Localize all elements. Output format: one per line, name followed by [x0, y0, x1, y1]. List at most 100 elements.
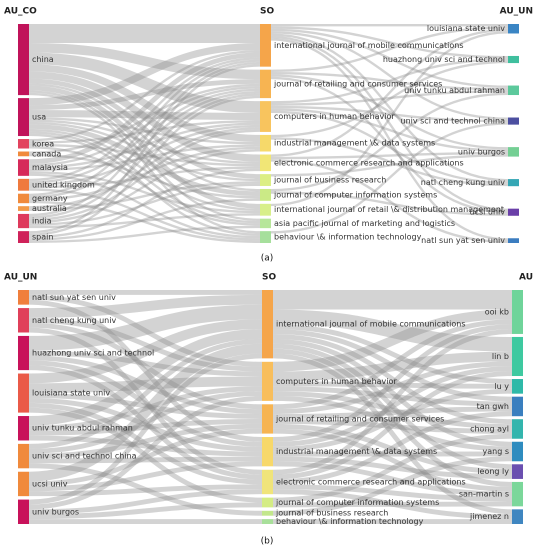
flow-link	[28, 146, 261, 201]
node	[260, 154, 271, 172]
node-label: huazhong univ sci and technol	[32, 349, 154, 358]
flow-link	[272, 319, 513, 410]
node	[512, 379, 523, 394]
node	[18, 193, 29, 204]
node	[262, 290, 273, 359]
flow-link	[28, 91, 261, 199]
flow-link	[270, 92, 509, 192]
node-label: univ tunku abdul rahman	[32, 424, 133, 433]
node-label: korea	[32, 139, 54, 148]
flow-link	[270, 154, 509, 177]
node	[260, 101, 271, 132]
flow-link	[28, 423, 263, 459]
node-label: ucsi univ	[470, 208, 506, 217]
flow-link	[28, 122, 261, 169]
node-label: electronic commerce research and applica…	[276, 477, 466, 486]
flow-link	[270, 33, 509, 182]
flow-link	[28, 83, 261, 154]
flow-link	[28, 109, 261, 121]
node	[18, 159, 29, 176]
flow-link	[28, 57, 261, 182]
flow-link	[272, 366, 513, 447]
node-label: asia pacific journal of marketing and lo…	[274, 219, 455, 228]
node-label: huazhong univ sci and technol	[383, 55, 505, 64]
node	[260, 174, 271, 186]
node	[260, 218, 271, 229]
flow-link	[272, 388, 513, 452]
node	[512, 290, 523, 334]
node-label: univ burgos	[32, 507, 79, 516]
flow-link	[272, 333, 513, 425]
node	[18, 151, 29, 157]
flow-link	[28, 128, 261, 211]
flow-link	[28, 360, 263, 447]
flow-link	[28, 435, 263, 457]
panel-label: (a)	[261, 254, 274, 264]
node-label: journal of computer information systems	[275, 498, 439, 507]
node	[18, 178, 29, 191]
flow-link	[272, 324, 513, 384]
flow-link	[272, 309, 513, 372]
flow-link	[28, 402, 263, 485]
node-label: leong ly	[477, 467, 509, 476]
node-label: san-martin s	[459, 490, 509, 499]
flow-link	[28, 171, 261, 214]
node	[260, 24, 271, 67]
column-title: SO	[262, 273, 276, 283]
flow-link	[28, 397, 263, 452]
flow-link	[272, 395, 513, 452]
flow-link	[28, 52, 261, 113]
flow-link	[28, 50, 261, 142]
flow-link	[28, 376, 263, 394]
node	[508, 238, 519, 243]
node	[512, 464, 523, 479]
panel-label: (b)	[261, 537, 274, 547]
node-label: lin b	[492, 352, 509, 361]
flow-link	[270, 58, 509, 104]
flow-link	[272, 411, 513, 485]
node	[260, 231, 271, 243]
flow-link	[28, 343, 263, 482]
flow-link	[270, 74, 509, 150]
flow-link	[272, 351, 513, 382]
flow-link	[28, 119, 261, 165]
flow-link	[28, 92, 261, 234]
flow-link	[28, 393, 263, 419]
flow-link	[28, 456, 263, 464]
node	[18, 206, 29, 211]
node-label: journal of computer information systems	[273, 190, 437, 199]
node-label: ucsi univ	[32, 479, 68, 488]
flow-link	[28, 200, 261, 244]
flow-link	[272, 418, 513, 434]
flow-link	[270, 72, 509, 91]
flow-link	[28, 181, 261, 211]
node-label: natl sun yat sen univ	[421, 236, 505, 245]
node-label: spain	[32, 233, 53, 242]
flow-link	[272, 428, 513, 492]
node	[512, 441, 523, 462]
node-label: india	[32, 217, 52, 226]
node-label: natl sun yat sen univ	[32, 293, 116, 302]
node-label: electronic commerce research and applica…	[274, 158, 464, 167]
node	[18, 499, 29, 524]
flow-link	[28, 304, 263, 351]
flow-link	[28, 395, 263, 510]
flow-link	[272, 338, 513, 447]
node	[262, 437, 273, 467]
flow-link	[28, 225, 261, 244]
node	[508, 208, 519, 216]
flow-link	[28, 188, 261, 241]
flow-link	[28, 327, 263, 475]
flow-link	[28, 213, 261, 229]
node-label: china	[32, 55, 54, 64]
node	[18, 471, 29, 497]
node-label: international journal of retail \& distr…	[274, 205, 504, 214]
node-label: germany	[32, 194, 68, 203]
flow-link	[272, 456, 513, 516]
flow-link	[270, 76, 509, 214]
node	[18, 139, 29, 149]
flow-link	[28, 71, 261, 162]
node-label: malaysia	[32, 163, 68, 172]
flow-link	[272, 324, 513, 442]
